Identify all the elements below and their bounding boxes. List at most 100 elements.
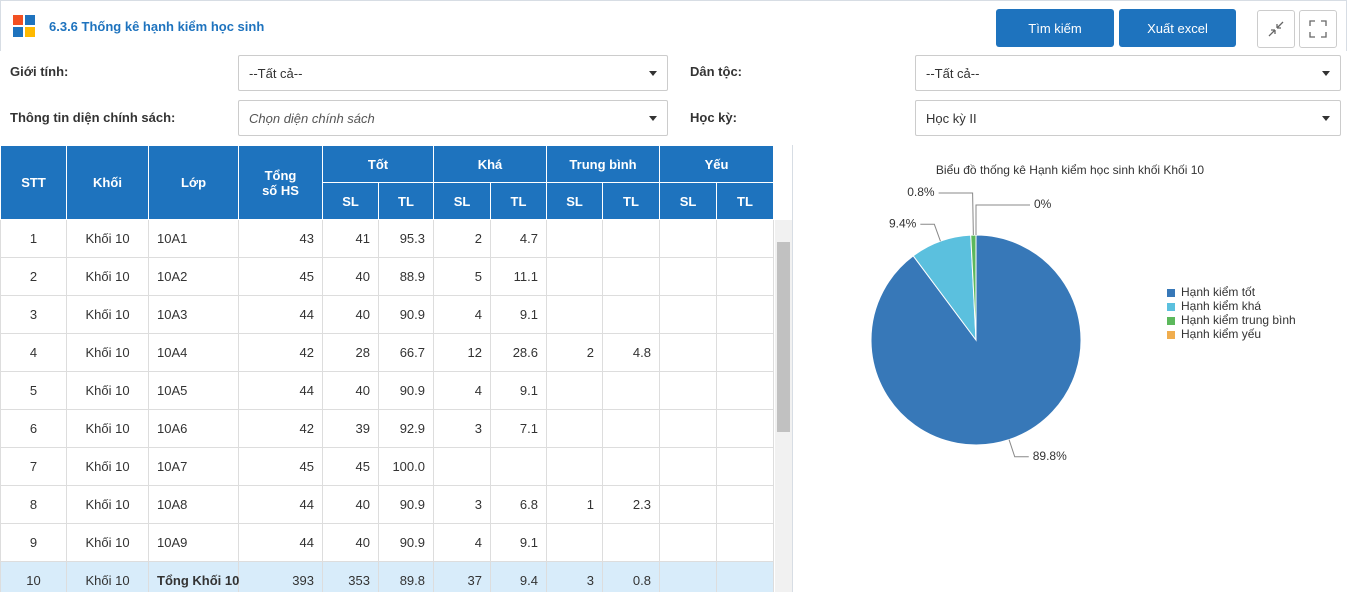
table-cell: Khối 10 <box>66 561 149 592</box>
leader-line <box>920 223 941 242</box>
scrollbar[interactable] <box>775 220 792 592</box>
ethnic-select[interactable]: --Tất cả-- <box>915 55 1341 91</box>
group-header: Trung bình <box>546 145 660 183</box>
table-cell <box>546 219 603 258</box>
table-cell: Tổng Khối 10 <box>148 561 239 592</box>
chart-title: Biểu đồ thống kê Hạnh kiểm học sinh khối… <box>936 163 1204 177</box>
gender-select[interactable]: --Tất cả-- <box>238 55 668 91</box>
table-cell <box>546 295 603 334</box>
table-cell: 9.1 <box>490 295 547 334</box>
table-cell: 66.7 <box>378 333 434 372</box>
leader-line <box>1008 439 1029 458</box>
conduct-table: STT Khối Lớp Tổng số HS Tốt Khá Trung bình Yếu … <box>0 145 774 592</box>
table-cell: 10A8 <box>148 485 239 524</box>
select-value: --Tất cả-- <box>249 65 303 81</box>
pie-chart: Biểu đồ thống kê Hạnh kiểm học sinh khối… <box>870 163 1296 463</box>
table-cell <box>716 333 774 372</box>
collapse-button[interactable] <box>1257 10 1295 48</box>
table-cell: 4 <box>433 371 491 410</box>
table-cell <box>716 219 774 258</box>
table-cell <box>659 257 717 296</box>
table-cell: 10 <box>0 561 67 592</box>
sub-header: SL <box>433 182 491 220</box>
policy-select[interactable]: Chọn diện chính sách <box>238 100 668 136</box>
table-cell: 88.9 <box>378 257 434 296</box>
table-cell: 12 <box>433 333 491 372</box>
table-cell: 42 <box>238 409 323 448</box>
sub-header: TL <box>490 182 547 220</box>
table-cell: Khối 10 <box>66 523 149 562</box>
table-cell: 10A9 <box>148 523 239 562</box>
table-cell: 45 <box>238 257 323 296</box>
table-cell <box>546 523 603 562</box>
table-cell <box>659 447 717 486</box>
table-cell: 44 <box>238 295 323 334</box>
table-cell: 4 <box>433 295 491 334</box>
legend-label: Hạnh kiểm yếu <box>1181 327 1261 341</box>
legend-swatch <box>1167 289 1175 297</box>
table-cell: 10A7 <box>148 447 239 486</box>
table-cell: 100.0 <box>378 447 434 486</box>
table-cell <box>433 447 491 486</box>
table-cell <box>546 371 603 410</box>
table-cell: 3 <box>546 561 603 592</box>
table-cell: Khối 10 <box>66 333 149 372</box>
semester-select[interactable]: Học kỳ II <box>915 100 1341 136</box>
table-row: 6 Khối 10 10A6 42 39 92.9 3 7.1 <box>0 409 774 448</box>
legend-swatch <box>1167 317 1175 325</box>
table-cell <box>602 523 660 562</box>
table-row: 4 Khối 10 10A4 42 28 66.7 12 28.6 2 4.8 <box>0 333 774 372</box>
table-cell: 10A5 <box>148 371 239 410</box>
table-cell: 9.1 <box>490 523 547 562</box>
table-cell: 45 <box>238 447 323 486</box>
legend-swatch <box>1167 303 1175 311</box>
table-cell <box>546 257 603 296</box>
filter-label: Thông tin diện chính sách: <box>10 110 176 125</box>
table-cell: 89.8 <box>378 561 434 592</box>
table-cell <box>659 371 717 410</box>
table-cell: 7 <box>0 447 67 486</box>
table-row: 5 Khối 10 10A5 44 40 90.9 4 9.1 <box>0 371 774 410</box>
table-row: 2 Khối 10 10A2 45 40 88.9 5 11.1 <box>0 257 774 296</box>
data-label: 0.8% <box>907 185 935 199</box>
scroll-thumb[interactable] <box>777 242 790 432</box>
table-cell: 4.8 <box>602 333 660 372</box>
table-cell: 393 <box>238 561 323 592</box>
table-cell: 2.3 <box>602 485 660 524</box>
data-label: 0% <box>1034 197 1052 211</box>
table-row: 1 Khối 10 10A1 43 41 95.3 2 4.7 <box>0 219 774 258</box>
table-row: 8 Khối 10 10A8 44 40 90.9 3 6.8 1 2.3 <box>0 485 774 524</box>
table-cell: Khối 10 <box>66 447 149 486</box>
table-cell: 2 <box>546 333 603 372</box>
table-cell: 3 <box>0 295 67 334</box>
table-cell <box>490 447 547 486</box>
table-cell <box>716 409 774 448</box>
table-cell: 3 <box>433 485 491 524</box>
table-cell <box>716 295 774 334</box>
table-cell: 41 <box>322 219 379 258</box>
table-panel: STT Khối Lớp Tổng số HS Tốt Khá Trung bình Yếu … <box>0 145 793 592</box>
table-cell: 40 <box>322 257 379 296</box>
table-cell: 1 <box>0 219 67 258</box>
legend-swatch <box>1167 331 1175 339</box>
group-header: Yếu <box>659 145 774 183</box>
table-cell: 37 <box>433 561 491 592</box>
fullscreen-button[interactable] <box>1299 10 1337 48</box>
search-button[interactable]: Tìm kiếm <box>996 9 1114 47</box>
table-row: 3 Khối 10 10A3 44 40 90.9 4 9.1 <box>0 295 774 334</box>
table-row: 10 Khối 10 Tổng Khối 10 393 353 89.8 37 9.4 3 0.8 <box>0 561 774 592</box>
select-value: --Tất cả-- <box>926 65 980 81</box>
table-cell <box>602 447 660 486</box>
table-cell: 44 <box>238 371 323 410</box>
table-cell: 92.9 <box>378 409 434 448</box>
table-cell <box>546 409 603 448</box>
table-cell: Khối 10 <box>66 371 149 410</box>
table-cell: 39 <box>322 409 379 448</box>
export-button[interactable]: Xuất excel <box>1119 9 1236 47</box>
legend-label: Hạnh kiểm trung bình <box>1181 313 1296 327</box>
table-cell <box>602 219 660 258</box>
table-cell: 40 <box>322 485 379 524</box>
table-cell: 10A4 <box>148 333 239 372</box>
filter-label: Giới tính: <box>10 64 69 79</box>
